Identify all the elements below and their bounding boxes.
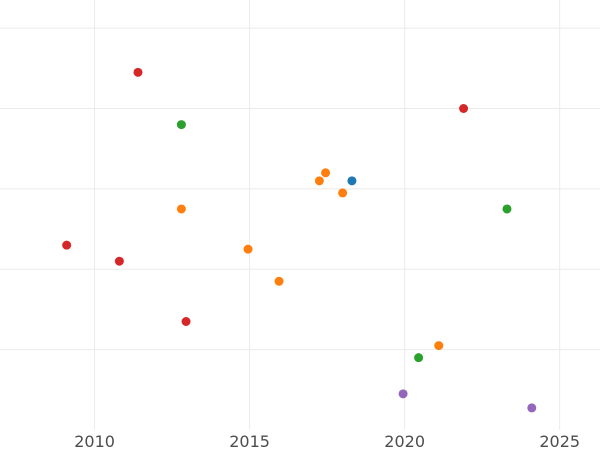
data-point	[459, 104, 469, 114]
data-point	[176, 204, 186, 214]
data-point	[347, 176, 357, 186]
x-tick-label: 2020	[384, 432, 425, 450]
data-point	[181, 316, 191, 326]
data-point	[434, 341, 444, 351]
data-point	[314, 176, 324, 186]
data-point	[133, 67, 143, 77]
data-point	[338, 188, 348, 198]
x-tick-label: 2025	[539, 432, 580, 450]
data-point	[398, 389, 408, 399]
data-point	[62, 240, 72, 250]
data-point	[527, 403, 537, 413]
data-point	[114, 256, 124, 266]
data-point	[274, 276, 284, 286]
gridlines	[0, 0, 600, 430]
data-points	[62, 67, 537, 413]
x-axis-ticks: 2010 2015 2020 2025	[74, 432, 580, 450]
data-point	[414, 353, 424, 363]
x-tick-label: 2010	[74, 432, 115, 450]
x-tick-label: 2015	[229, 432, 270, 450]
data-point	[502, 204, 512, 214]
data-point	[176, 120, 186, 130]
data-point	[321, 168, 331, 178]
data-point	[243, 244, 253, 254]
